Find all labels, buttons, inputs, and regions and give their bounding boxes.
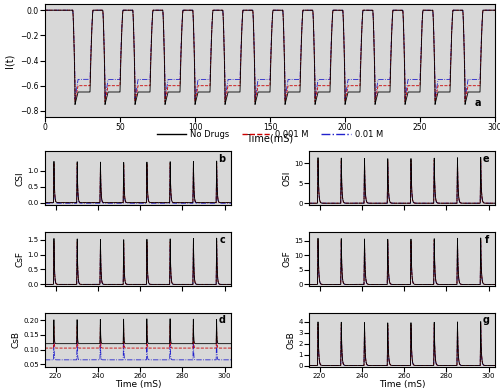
Text: a: a xyxy=(475,98,482,108)
X-axis label: Time (mS): Time (mS) xyxy=(114,380,161,389)
Y-axis label: OsB: OsB xyxy=(286,331,296,349)
X-axis label: Time(mS): Time(mS) xyxy=(246,134,294,144)
Y-axis label: CsB: CsB xyxy=(11,331,20,348)
X-axis label: Time (mS): Time (mS) xyxy=(379,380,426,389)
Y-axis label: OsF: OsF xyxy=(282,251,291,268)
Y-axis label: CSI: CSI xyxy=(16,171,24,186)
Text: e: e xyxy=(483,154,490,164)
Text: f: f xyxy=(485,235,490,245)
Y-axis label: I(t): I(t) xyxy=(4,53,15,68)
Text: c: c xyxy=(220,235,226,245)
Text: d: d xyxy=(218,316,226,326)
Text: b: b xyxy=(218,154,226,164)
Y-axis label: CsF: CsF xyxy=(16,251,24,267)
Text: g: g xyxy=(482,316,490,326)
Y-axis label: OSI: OSI xyxy=(282,170,291,186)
Legend: No Drugs, 0.001 M, 0.01 M: No Drugs, 0.001 M, 0.01 M xyxy=(154,126,386,142)
